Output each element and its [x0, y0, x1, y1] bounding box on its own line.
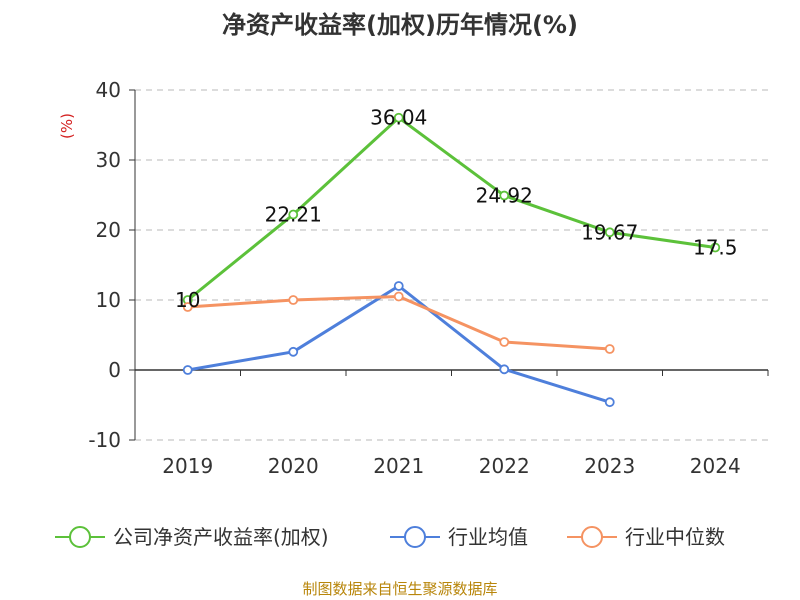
series-line-0 [186, 116, 716, 302]
legend-item-2[interactable]: 行业中位数 [567, 525, 725, 549]
chart-title: 净资产收益率(加权)历年情况(%) [222, 11, 578, 39]
legend-label: 行业均值 [448, 525, 528, 549]
legend-marker [69, 526, 91, 548]
data-point [604, 227, 615, 238]
data-point [288, 295, 299, 305]
data-label: 10 [175, 288, 200, 312]
y-tick-label: 40 [96, 78, 121, 102]
data-label: 22.21 [265, 203, 322, 227]
data-label: 24.92 [476, 184, 533, 208]
data-point [604, 344, 615, 354]
data-point [499, 337, 510, 347]
y-tick-label: 10 [96, 288, 121, 312]
data-point [288, 346, 299, 357]
data-point [182, 302, 193, 312]
axes: -10 0 10 20 30 40 2019 2020 2021 2022 2023 2024 [88, 78, 769, 478]
legend-marker [581, 526, 603, 548]
data-point [182, 365, 193, 375]
data-point [499, 364, 510, 375]
data-point [288, 209, 299, 220]
x-tick-label: 2024 [690, 454, 741, 478]
legend-marker [404, 526, 426, 548]
x-tick-label: 2022 [479, 454, 530, 478]
data-label: 19.67 [581, 220, 638, 244]
y-tick-label: 0 [108, 358, 121, 382]
data-label: 17.5 [693, 236, 738, 260]
series-line-2 [187, 295, 610, 351]
x-tick-label: 2023 [584, 454, 635, 478]
y-tick-label: -10 [88, 428, 121, 452]
legend-item-0[interactable]: 公司净资产收益率(加权) [55, 525, 329, 549]
y-tick-label: 30 [96, 148, 121, 172]
x-tick-label: 2019 [162, 454, 213, 478]
x-tick-label: 2020 [268, 454, 319, 478]
data-point [393, 112, 404, 123]
data-point [604, 397, 615, 408]
data-label: 36.04 [370, 106, 427, 130]
data-point [393, 281, 404, 291]
y-axis-unit-label: (%) [58, 113, 76, 139]
legend-item-1[interactable]: 行业均值 [390, 525, 528, 549]
data-labels: 10 22.21 36.04 24.92 19.67 17.5 [175, 106, 737, 312]
legend-label: 公司净资产收益率(加权) [113, 525, 329, 549]
series-lines [182, 112, 721, 408]
legend: 公司净资产收益率(加权) 行业均值 行业中位数 [55, 525, 725, 549]
legend-label: 行业中位数 [625, 525, 725, 549]
x-tick-label: 2021 [373, 454, 424, 478]
data-point [710, 242, 721, 253]
y-tick-label: 20 [96, 218, 121, 242]
data-point [499, 190, 510, 201]
source-note: 制图数据来自恒生聚源数据库 [302, 580, 497, 598]
data-point [393, 291, 404, 302]
